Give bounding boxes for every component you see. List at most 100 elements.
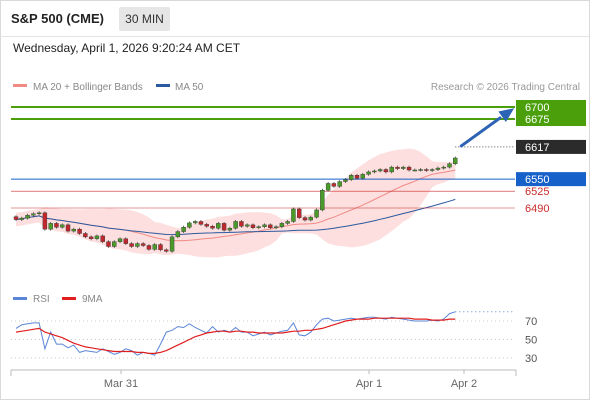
candle: [325, 183, 331, 191]
candle: [192, 221, 198, 224]
candle: [77, 228, 82, 234]
candle: [429, 169, 435, 171]
candle: [435, 167, 441, 170]
candle: [320, 190, 325, 211]
rsi-tick-30: 30: [525, 353, 537, 365]
bollinger-band: [16, 148, 456, 258]
rsi-grid: 70 50 30: [11, 316, 537, 365]
candle: [377, 169, 383, 172]
candle: [216, 223, 221, 229]
level-label-6675: 6675: [525, 114, 549, 126]
header-divider: [0, 36, 590, 37]
candle: [210, 226, 215, 229]
candle: [256, 226, 261, 228]
candle: [279, 223, 285, 227]
legend-label-ma50: MA 50: [175, 82, 204, 93]
candle: [169, 236, 175, 252]
candle: [308, 216, 313, 221]
ma50-line: [15, 198, 456, 236]
candle: [268, 224, 273, 228]
projection-arrow: [459, 116, 502, 148]
candle: [366, 171, 371, 175]
candle: [129, 243, 134, 247]
candle: [198, 221, 204, 225]
pivot-label-box: [516, 172, 586, 187]
x-axis: Mar 31 Apr 1 Apr 2: [10, 369, 517, 390]
last-price-box: [516, 139, 586, 154]
candle: [331, 183, 337, 187]
candle: [204, 224, 209, 227]
candle: [406, 166, 412, 171]
candle: [112, 241, 117, 247]
x-tick-mar31: Mar 31: [104, 378, 138, 390]
candle: [453, 157, 458, 164]
candle: [314, 209, 319, 218]
x-tick-apr2: Apr 2: [451, 378, 477, 390]
level-label-6490: 6490: [525, 203, 549, 215]
candle: [412, 169, 418, 172]
candle: [158, 244, 163, 251]
candle: [13, 216, 19, 220]
candle: [123, 238, 129, 244]
candle: [360, 174, 365, 179]
candle: [424, 169, 429, 171]
candle: [291, 208, 296, 222]
legend-label-9ma: 9MA: [82, 294, 103, 305]
candle: [349, 175, 354, 180]
rsi-legend: RSI 9MA: [13, 294, 103, 305]
candle: [36, 212, 42, 215]
candles: [13, 156, 458, 253]
candle: [401, 166, 406, 169]
level-label-6525: 6525: [525, 186, 549, 198]
candle: [244, 224, 250, 227]
candle: [54, 223, 59, 228]
rsi-tick-70: 70: [525, 316, 537, 328]
candle: [94, 235, 100, 239]
candle: [354, 175, 360, 179]
candle: [343, 179, 348, 182]
instrument-title: S&P 500 (CME): [11, 11, 104, 26]
timeframe-button[interactable]: 30 MIN: [119, 7, 170, 31]
candle: [83, 233, 88, 238]
candle: [239, 221, 244, 227]
candle: [250, 224, 256, 228]
candle: [285, 221, 290, 224]
level-label-6617: 6617: [525, 142, 549, 154]
candle: [181, 227, 186, 232]
candle: [65, 224, 71, 232]
candle: [42, 212, 48, 230]
x-tick-apr1: Apr 1: [356, 378, 382, 390]
candle: [372, 170, 377, 173]
target-label-box: [516, 100, 586, 127]
candle: [233, 221, 238, 229]
candle: [221, 223, 227, 231]
candle: [100, 235, 105, 242]
candle: [71, 228, 77, 232]
candle: [337, 181, 342, 187]
candle: [187, 222, 192, 228]
candle: [389, 166, 394, 173]
main-legend: MA 20 + Bollinger Bands MA 50 Research ©…: [13, 82, 580, 93]
rsi-ma-line: [15, 317, 456, 354]
candle: [117, 238, 123, 242]
candle: [48, 223, 53, 230]
candle: [262, 224, 267, 227]
legend-swatch-rsi: [13, 297, 27, 300]
legend-label-rsi: RSI: [33, 294, 50, 305]
candle: [418, 169, 423, 171]
candle: [31, 213, 36, 216]
candle: [164, 249, 169, 252]
candle: [19, 217, 24, 220]
candle: [395, 166, 400, 169]
level-label-6700: 6700: [525, 102, 549, 114]
candle: [227, 227, 233, 231]
legend-swatch-9ma: [62, 297, 76, 300]
candle: [88, 236, 94, 239]
candle: [25, 215, 30, 219]
candle: [146, 245, 152, 250]
rsi-tick-50: 50: [525, 335, 537, 347]
credit-text: Research © 2026 Trading Central: [431, 82, 580, 93]
candle: [140, 243, 146, 246]
